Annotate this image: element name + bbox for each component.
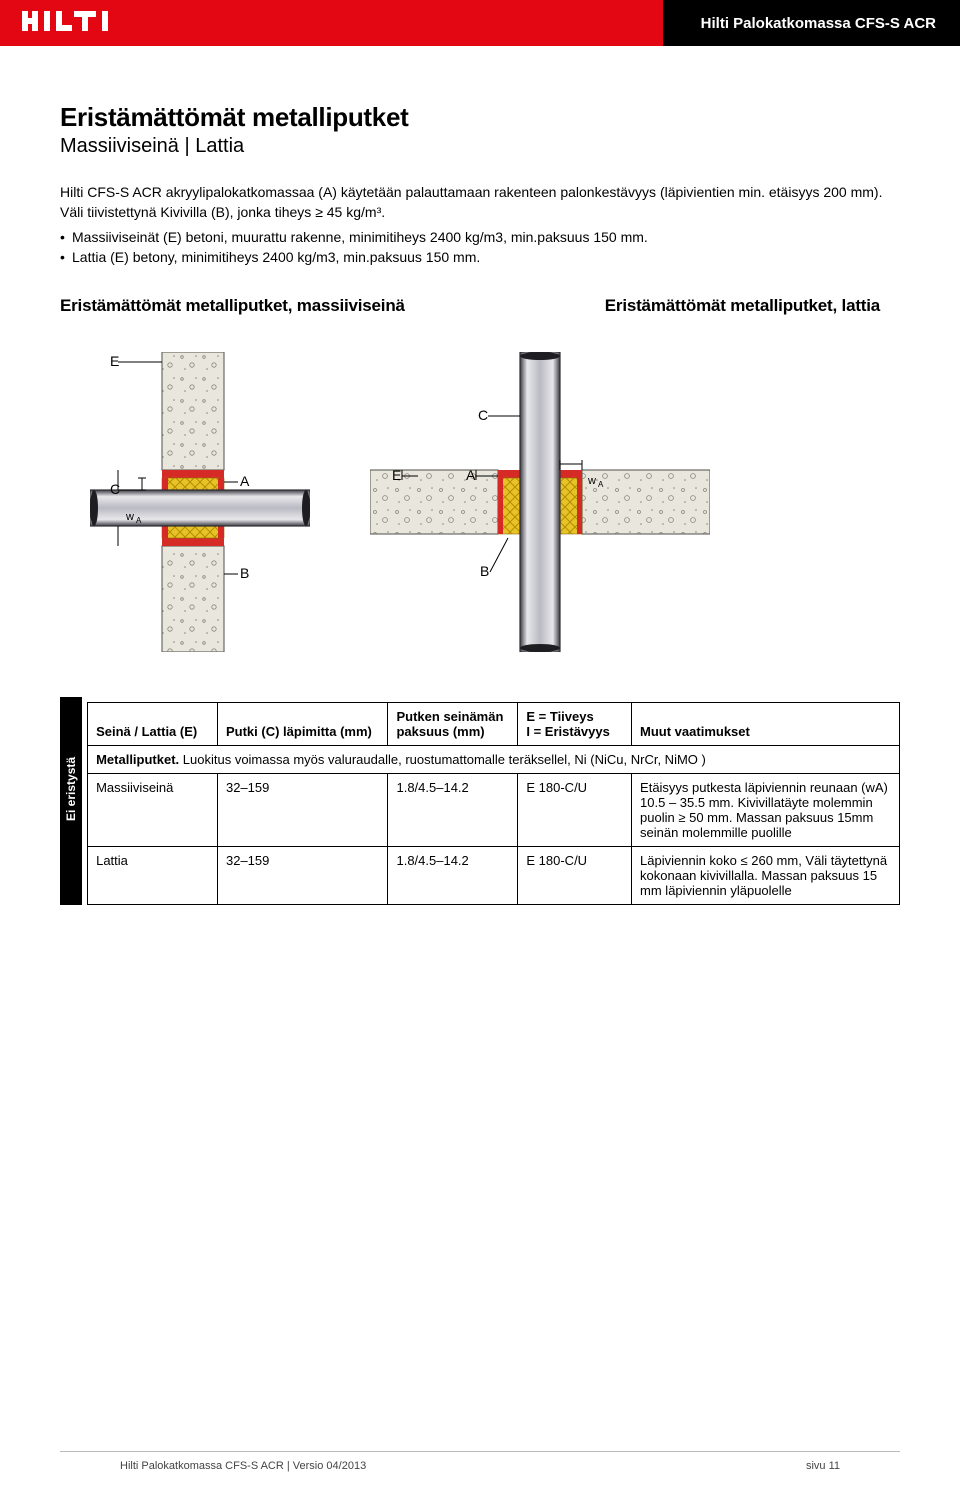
- cell-c4: E 180-C/U: [518, 847, 632, 905]
- cell-c3: 1.8/4.5–14.2: [388, 774, 518, 847]
- header-product-title: Hilti Palokatkomassa CFS-S ACR: [663, 0, 960, 46]
- span-cell: Metalliputket. Luokitus voimassa myös va…: [88, 746, 900, 774]
- footer-right: sivu 11: [806, 1460, 840, 1472]
- th-col1: Seinä / Lattia (E): [88, 703, 218, 746]
- hilti-logo: [22, 7, 132, 40]
- th-col5: Muut vaatimukset: [632, 703, 900, 746]
- cell-c3: 1.8/4.5–14.2: [388, 847, 518, 905]
- svg-text:E: E: [110, 353, 119, 369]
- svg-text:A: A: [466, 467, 476, 483]
- th-col3: Putken seinämän paksuus (mm): [388, 703, 518, 746]
- table-span-row: Metalliputket. Luokitus voimassa myös va…: [88, 746, 900, 774]
- svg-text:C: C: [478, 407, 488, 423]
- th-col4: E = Tiiveys I = Eristävyys: [518, 703, 632, 746]
- svg-text:C: C: [110, 481, 120, 497]
- cell-c1: Lattia: [88, 847, 218, 905]
- bullet-list: Massiiviseinät (E) betoni, muurattu rake…: [60, 227, 900, 268]
- page-title: Eristämättömät metalliputket: [60, 102, 900, 133]
- diagram-right-col: Eristämättömät metalliputket, lattia: [605, 295, 880, 342]
- page-footer: Hilti Palokatkomassa CFS-S ACR | Versio …: [60, 1451, 900, 1472]
- table-head: Seinä / Lattia (E) Putki (C) läpimitta (…: [88, 703, 900, 746]
- cell-c5: Läpiviennin koko ≤ 260 mm, Väli täytetty…: [632, 847, 900, 905]
- span-rest: Luokitus voimassa myös valuraudalle, ruo…: [179, 752, 706, 767]
- cell-c2: 32–159: [217, 847, 388, 905]
- table-row: Massiiviseinä 32–159 1.8/4.5–14.2 E 180-…: [88, 774, 900, 847]
- page-body: Eristämättömät metalliputket Massiivisei…: [0, 46, 960, 905]
- product-title-text: Hilti Palokatkomassa CFS-S ACR: [701, 15, 936, 32]
- diagram-left-col: Eristämättömät metalliputket, massiivise…: [60, 295, 405, 342]
- th-col2: Putki (C) läpimitta (mm): [217, 703, 388, 746]
- cell-c4: E 180-C/U: [518, 774, 632, 847]
- span-bold: Metalliputket.: [96, 752, 179, 767]
- svg-text:B: B: [240, 565, 249, 581]
- th-col4a: E = Tiiveys: [526, 709, 593, 724]
- svg-text:B: B: [480, 563, 489, 579]
- svg-text:w: w: [125, 511, 134, 523]
- side-tab-label: Ei eristystä: [64, 799, 78, 821]
- svg-text:E: E: [392, 467, 401, 483]
- diagram-titles-row: Eristämättömät metalliputket, massiivise…: [60, 295, 900, 342]
- wall-diagram: E C A wA B: [90, 352, 310, 652]
- diagram-right-title: Eristämättömät metalliputket, lattia: [605, 295, 880, 316]
- cell-c2: 32–159: [217, 774, 388, 847]
- cell-c5: Etäisyys putkesta läpiviennin reunaan (w…: [632, 774, 900, 847]
- page-subtitle: Massiiviseinä | Lattia: [60, 135, 900, 158]
- diagram-left-title: Eristämättömät metalliputket, massiivise…: [60, 295, 405, 316]
- footer-left: Hilti Palokatkomassa CFS-S ACR | Versio …: [120, 1460, 366, 1472]
- svg-text:A: A: [598, 480, 604, 489]
- diagram-container: E C A wA B: [60, 352, 900, 652]
- svg-text:w: w: [587, 475, 596, 487]
- svg-text:A: A: [136, 516, 142, 525]
- data-table: Seinä / Lattia (E) Putki (C) läpimitta (…: [87, 702, 900, 905]
- table-body: Metalliputket. Luokitus voimassa myös va…: [88, 746, 900, 905]
- list-item: Lattia (E) betony, minimitiheys 2400 kg/…: [60, 247, 900, 267]
- floor-diagram: C E A wA B: [370, 352, 710, 652]
- cell-c1: Massiiviseinä: [88, 774, 218, 847]
- svg-text:A: A: [240, 473, 250, 489]
- list-item: Massiiviseinät (E) betoni, muurattu rake…: [60, 227, 900, 247]
- side-tab: Ei eristystä: [60, 702, 87, 905]
- th-col4b: I = Eristävyys: [526, 724, 609, 739]
- intro-paragraph: Hilti CFS-S ACR akryylipalokatkomassaa (…: [60, 182, 900, 223]
- page-header: Hilti Palokatkomassa CFS-S ACR: [0, 0, 960, 46]
- table-row: Lattia 32–159 1.8/4.5–14.2 E 180-C/U Läp…: [88, 847, 900, 905]
- table-container: Ei eristystä Seinä / Lattia (E) Putki (C…: [60, 702, 900, 905]
